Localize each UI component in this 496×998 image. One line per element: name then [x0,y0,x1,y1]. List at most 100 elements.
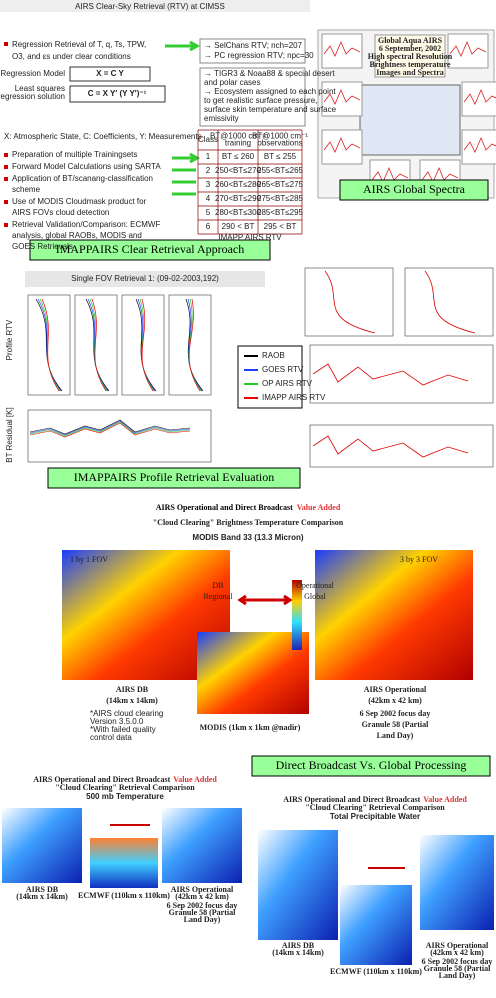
focus: Land Day) [377,731,414,740]
spectra-title: Images and Spectra [376,68,444,77]
collage: AIRS Clear-Sky Retrieval (RTV) at CIMSS R… [0,0,496,998]
arrow [240,596,290,604]
legend-label: OP AIRS RTV [262,379,313,388]
op-global: Global [304,592,327,601]
op-label: (42km x 42 km) [175,892,229,901]
op-global: Operational [296,581,335,590]
slide-title: "Cloud Clearing" Brightness Temperature … [153,518,344,527]
bullet: Use of MODIS Cloudmask product for [12,197,147,206]
plot-frame [28,410,211,462]
spectrum-panel [448,34,488,68]
bullet: scheme [12,185,41,194]
plot-frame [305,268,393,336]
table-cell: 290 < BT [222,222,255,231]
box-text: → Ecosystem assigned to each point [204,87,336,96]
table-cell: 4 [206,194,211,203]
box-text: → PC regression RTV; npc=30 [204,51,314,60]
colorbar [292,580,302,650]
table-cell: 3 [206,180,211,189]
caption: IMAPPAIRS Clear Retrieval Approach [56,242,245,256]
box-text: emissivity [204,114,239,123]
db-label: AIRS DB [116,685,149,694]
table-header: training [225,139,251,148]
op-image [420,835,494,930]
bullet: Application of BT/scanang-classification [12,174,153,183]
bullet: Retrieval Validation/Comparison: ECMWF [12,220,160,229]
focus: Land Day) [184,915,221,924]
legend-label: GOES RTV [262,365,304,374]
op-label: (42km x 42 km) [430,948,484,957]
fov-label: 3 by 3 FOV [400,555,438,564]
plot-frame [310,345,493,403]
arrows [172,154,197,194]
op-image [162,808,242,883]
db-label: (14km x 14km) [272,948,324,957]
bullet: Regression Retrieval of T, q, Ts, TPW, [12,40,146,49]
bullet-marker [4,223,8,227]
table-cell: 280<BT≤300 [215,208,262,217]
op-label: (42km x 42 km) [368,696,422,705]
table-cell: 255<BT≤265 [257,166,304,175]
slide-title: AIRS Clear-Sky Retrieval (RTV) at CIMSS [75,2,225,11]
ecmwf-image [90,838,158,888]
plot-frame [28,295,70,395]
table-cell: 260<BT≤280 [215,180,262,189]
subtitle: MODIS Band 33 (13.3 Micron) [192,533,303,542]
caption: IMAPPAIRS Profile Retrieval Evaluation [74,470,275,484]
bullet-marker [4,177,8,181]
focus: 6 Sep 2002 focus day [360,709,431,718]
table-cell: 285<BT≤295 [257,208,304,217]
ls-label: regression solution [0,92,65,101]
page: AIRS Clear-Sky Retrieval (RTV) at CIMSS R… [0,0,496,998]
bullet-marker [4,42,8,46]
box-text: and polar cases [204,78,260,87]
bullet-marker [4,165,8,169]
model-eq: X = C Y [96,69,124,78]
box-text: to get realistic surface pressure, [204,96,317,105]
db-regional: DB [212,581,223,590]
table-cell: BT ≤ 260 [222,152,255,161]
spectrum-panel [322,130,362,164]
table-cell: 250<BT≤270 [215,166,262,175]
plot-frame [405,268,493,336]
ecmwf-image [340,885,412,965]
table-cell: 1 [206,152,211,161]
note: X: Atmospheric State, C: Coefficients, Y… [4,132,202,141]
spectrum-panel [462,130,496,164]
spectrum-panel [462,82,496,116]
arrow [165,42,197,50]
title-part: Value Added [297,503,341,512]
y-label: BT Residual [K] [5,407,14,462]
bullet-marker [4,200,8,204]
table-cell: 275<BT≤285 [257,194,304,203]
box-text: surface skin temperature and surface [204,105,337,114]
op-label: AIRS Operational [364,685,427,694]
bullet: Forward Model Calculations using SARTA [12,162,161,171]
plot-frame [310,425,493,467]
caption: Direct Broadcast Vs. Global Processing [276,758,467,772]
focus: Land Day) [439,971,476,980]
op-image [315,550,473,680]
title-part: AIRS Operational and Direct Broadcast [156,503,293,512]
table-cell: 270<BT≤290 [215,194,262,203]
table-cell: 2 [206,166,211,175]
table-cell: 5 [206,208,211,217]
table-cell: BT ≤ 255 [264,152,297,161]
legend-label: IMAPP AIRS RTV [262,393,326,402]
legend-label: RAOB [262,351,285,360]
ecmwf-label: ECMWF (110km x 110km) [330,967,422,976]
bullet: AIRS FOVs cloud detection [12,208,109,217]
slide-title: Single FOV Retrieval 1: (09-02-2003,192) [71,274,219,283]
bullet-marker [4,153,8,157]
plot-frame [75,295,117,395]
slide-title: "Cloud Clearing" Retrieval Comparison [55,783,195,792]
bullet: O3, and εs under clear conditions [12,52,131,61]
table-caption: IMAPP AIRS RTV [218,233,282,242]
db-regional: Regional [204,592,234,601]
bullet: Preparation of multiple Trainingsets [12,150,137,159]
y-label: Profile RTV [5,319,14,360]
subtitle: Total Precipitable Water [330,812,420,821]
db-label: (14km x 14km) [16,892,68,901]
table-header: observations [257,139,302,148]
box-text: → TIGR3 & Noaa88 & special desert [204,69,335,78]
